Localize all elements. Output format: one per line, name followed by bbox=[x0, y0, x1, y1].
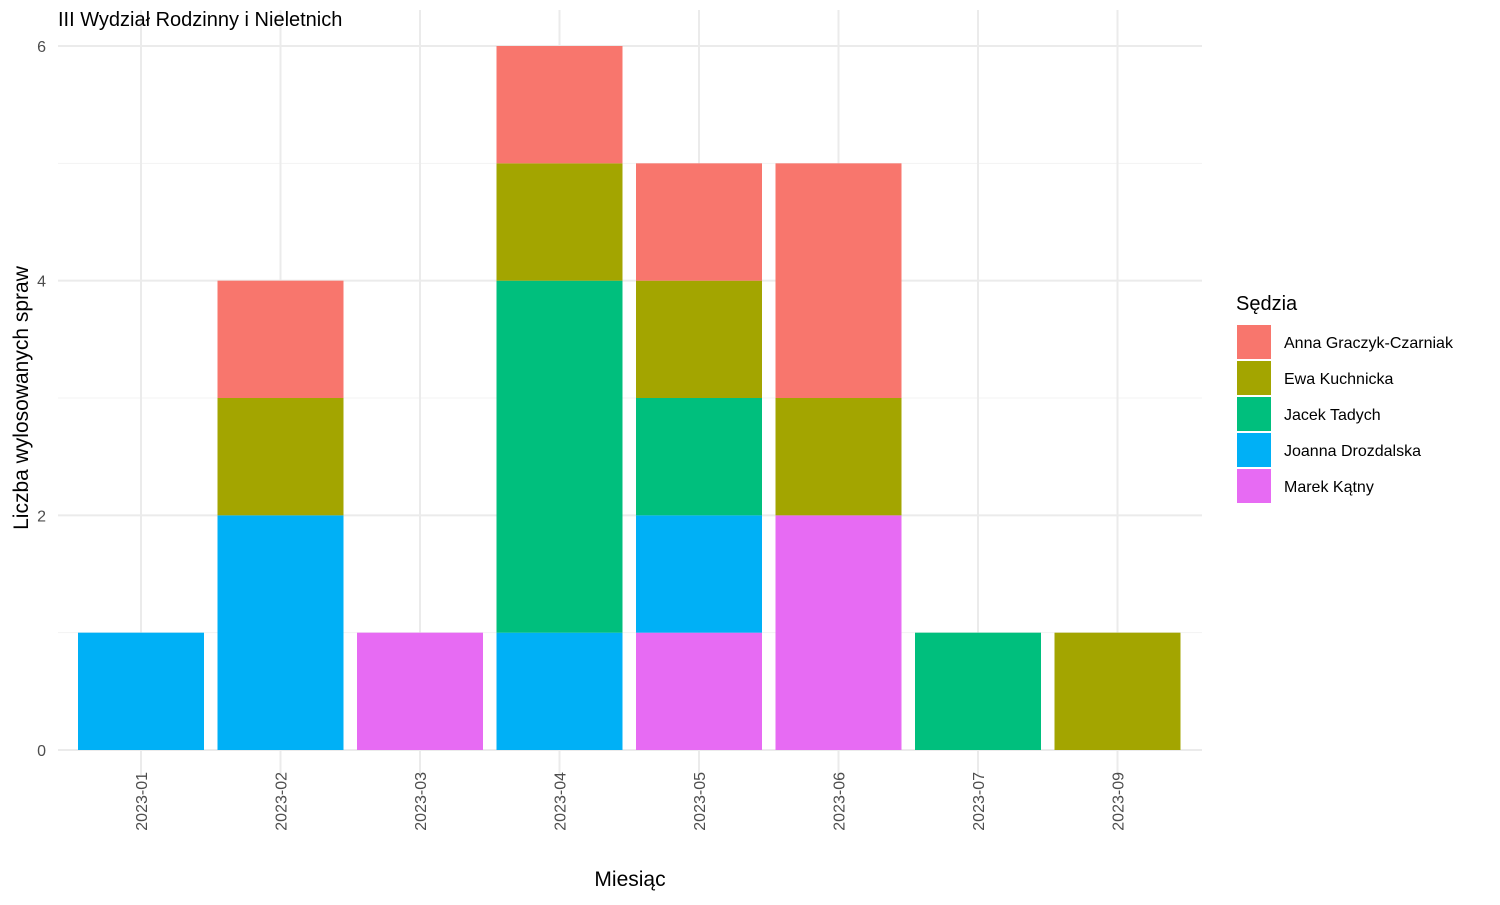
legend-label: Joanna Drozdalska bbox=[1284, 443, 1421, 460]
legend-label: Marek Kątny bbox=[1284, 479, 1374, 496]
x-tick-label: 2023-02 bbox=[274, 772, 291, 831]
legend-label: Ewa Kuchnicka bbox=[1284, 371, 1393, 388]
y-tick-label: 2 bbox=[37, 508, 46, 525]
bar-segment bbox=[915, 632, 1041, 750]
x-tick-label: 2023-09 bbox=[1111, 772, 1128, 831]
axis-layer: 0 2 4 6 2023-01 2023-02 2023-03 2023-04 2023-05 2… bbox=[37, 39, 1127, 831]
y-tick-label: 4 bbox=[37, 274, 46, 291]
legend-label: Anna Graczyk-Czarniak bbox=[1284, 335, 1454, 352]
bar-segment bbox=[496, 163, 623, 281]
y-axis-title: Liczba wylosowanych spraw bbox=[10, 265, 33, 530]
y-tick-label: 6 bbox=[37, 39, 46, 56]
bar-segment bbox=[775, 515, 902, 750]
bar-segment bbox=[636, 632, 762, 750]
bar-segment bbox=[217, 280, 344, 398]
x-tick-label: 2023-05 bbox=[692, 772, 709, 831]
x-tick-label: 2023-04 bbox=[553, 772, 570, 831]
bar-segment bbox=[496, 632, 623, 750]
x-tick-label: 2023-03 bbox=[413, 772, 430, 831]
legend-swatch bbox=[1237, 469, 1271, 503]
bar-segment bbox=[775, 398, 902, 516]
legend-title: Sędzia bbox=[1236, 293, 1298, 315]
bar-segment bbox=[217, 515, 344, 750]
bar-segment bbox=[496, 46, 623, 164]
legend: Sędzia Anna Graczyk-Czarniak Ewa Kuchnick… bbox=[1236, 293, 1454, 503]
x-tick-label: 2023-07 bbox=[971, 772, 988, 831]
legend-label: Jacek Tadych bbox=[1284, 407, 1381, 424]
bar-segment bbox=[496, 280, 623, 633]
x-axis-title: Miesiąc bbox=[594, 868, 665, 891]
chart-title: III Wydział Rodzinny i Nieletnich bbox=[58, 9, 342, 31]
legend-swatch bbox=[1237, 433, 1271, 467]
bars-layer bbox=[78, 46, 1181, 750]
bar-segment bbox=[636, 280, 762, 398]
bar-segment bbox=[775, 163, 902, 398]
bar-segment bbox=[357, 632, 483, 750]
y-tick-label: 0 bbox=[37, 743, 46, 760]
bar-segment bbox=[217, 398, 344, 516]
x-tick-label: 2023-01 bbox=[134, 772, 151, 831]
x-tick-label: 2023-06 bbox=[832, 772, 849, 831]
bar-segment bbox=[636, 515, 762, 633]
bar-segment bbox=[636, 398, 762, 516]
bar-segment bbox=[78, 632, 204, 750]
bar-segment bbox=[636, 163, 762, 281]
legend-swatch bbox=[1237, 325, 1271, 359]
bar-segment bbox=[1054, 632, 1181, 750]
legend-swatch bbox=[1237, 361, 1271, 395]
legend-swatch bbox=[1237, 397, 1271, 431]
